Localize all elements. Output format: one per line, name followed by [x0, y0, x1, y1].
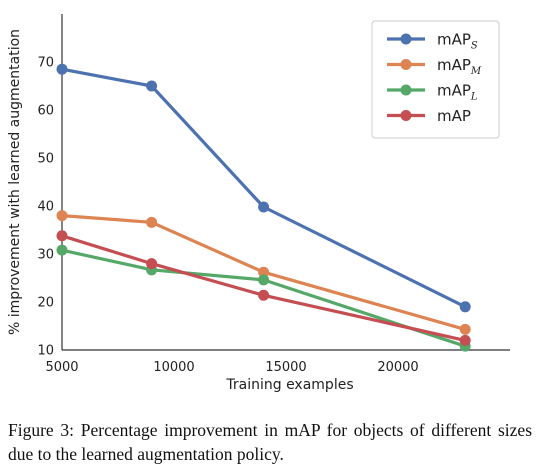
- line-chart: 10 20 30 40 50 60 70 5000 10000 15000 20000 Trainin…: [7, 14, 510, 393]
- data-point: [459, 301, 471, 313]
- series-line-2: [60, 248, 467, 348]
- y-tick-label: 60: [37, 104, 54, 119]
- figure-caption: Figure 3: Percentage improvement in mAP …: [8, 420, 532, 464]
- y-tick-label: 50: [37, 152, 54, 167]
- data-point: [459, 323, 471, 335]
- series-line-3: [60, 234, 467, 342]
- data-point: [56, 210, 68, 222]
- series-line-1: [60, 214, 467, 331]
- legend-label: mAPL: [437, 82, 478, 103]
- x-tick-label: 10000: [153, 360, 194, 375]
- data-point: [56, 244, 68, 256]
- legend-swatch-marker: [400, 59, 412, 70]
- series-line-0: [60, 67, 467, 309]
- y-axis-title-group: % improvement with learned augmentation: [7, 29, 23, 335]
- data-point: [56, 230, 68, 242]
- y-tick-label: 40: [37, 200, 54, 215]
- legend-label: mAP: [437, 107, 471, 125]
- y-tick-label: 20: [37, 296, 54, 311]
- legend-swatch-marker: [400, 110, 412, 121]
- legend: mAPS mAPM mAPL mAP: [371, 20, 500, 139]
- series-layer: [56, 63, 471, 352]
- legend-subscript: L: [470, 92, 478, 103]
- legend-swatch-marker: [400, 84, 412, 96]
- y-tick-label: 10: [37, 344, 54, 359]
- legend-label: mAPM: [437, 56, 482, 77]
- data-point: [146, 216, 158, 228]
- x-tick-label: 5000: [45, 360, 78, 375]
- legend-subscript: M: [470, 66, 482, 77]
- legend-subscript: S: [471, 41, 478, 52]
- y-tick-label: 70: [37, 56, 54, 71]
- legend-label: mAPS: [437, 31, 478, 52]
- x-tick-label: 20000: [377, 360, 418, 375]
- legend-box: [371, 20, 500, 139]
- data-point: [146, 80, 158, 92]
- y-axis-title: % improvement with learned augmentation: [7, 29, 23, 335]
- y-tick-label: 30: [37, 248, 54, 263]
- x-tick-label: 15000: [265, 360, 306, 375]
- data-point: [56, 63, 68, 75]
- axes: 10 20 30 40 50 60 70 5000 10000 15000 20000 Trainin…: [37, 14, 510, 393]
- data-point: [258, 266, 270, 278]
- data-point: [146, 258, 158, 270]
- data-point: [258, 274, 270, 286]
- legend-swatch-marker: [400, 33, 412, 45]
- data-point: [258, 201, 270, 213]
- x-axis-title: Training examples: [225, 377, 353, 393]
- data-point: [258, 289, 270, 301]
- data-point: [459, 334, 471, 346]
